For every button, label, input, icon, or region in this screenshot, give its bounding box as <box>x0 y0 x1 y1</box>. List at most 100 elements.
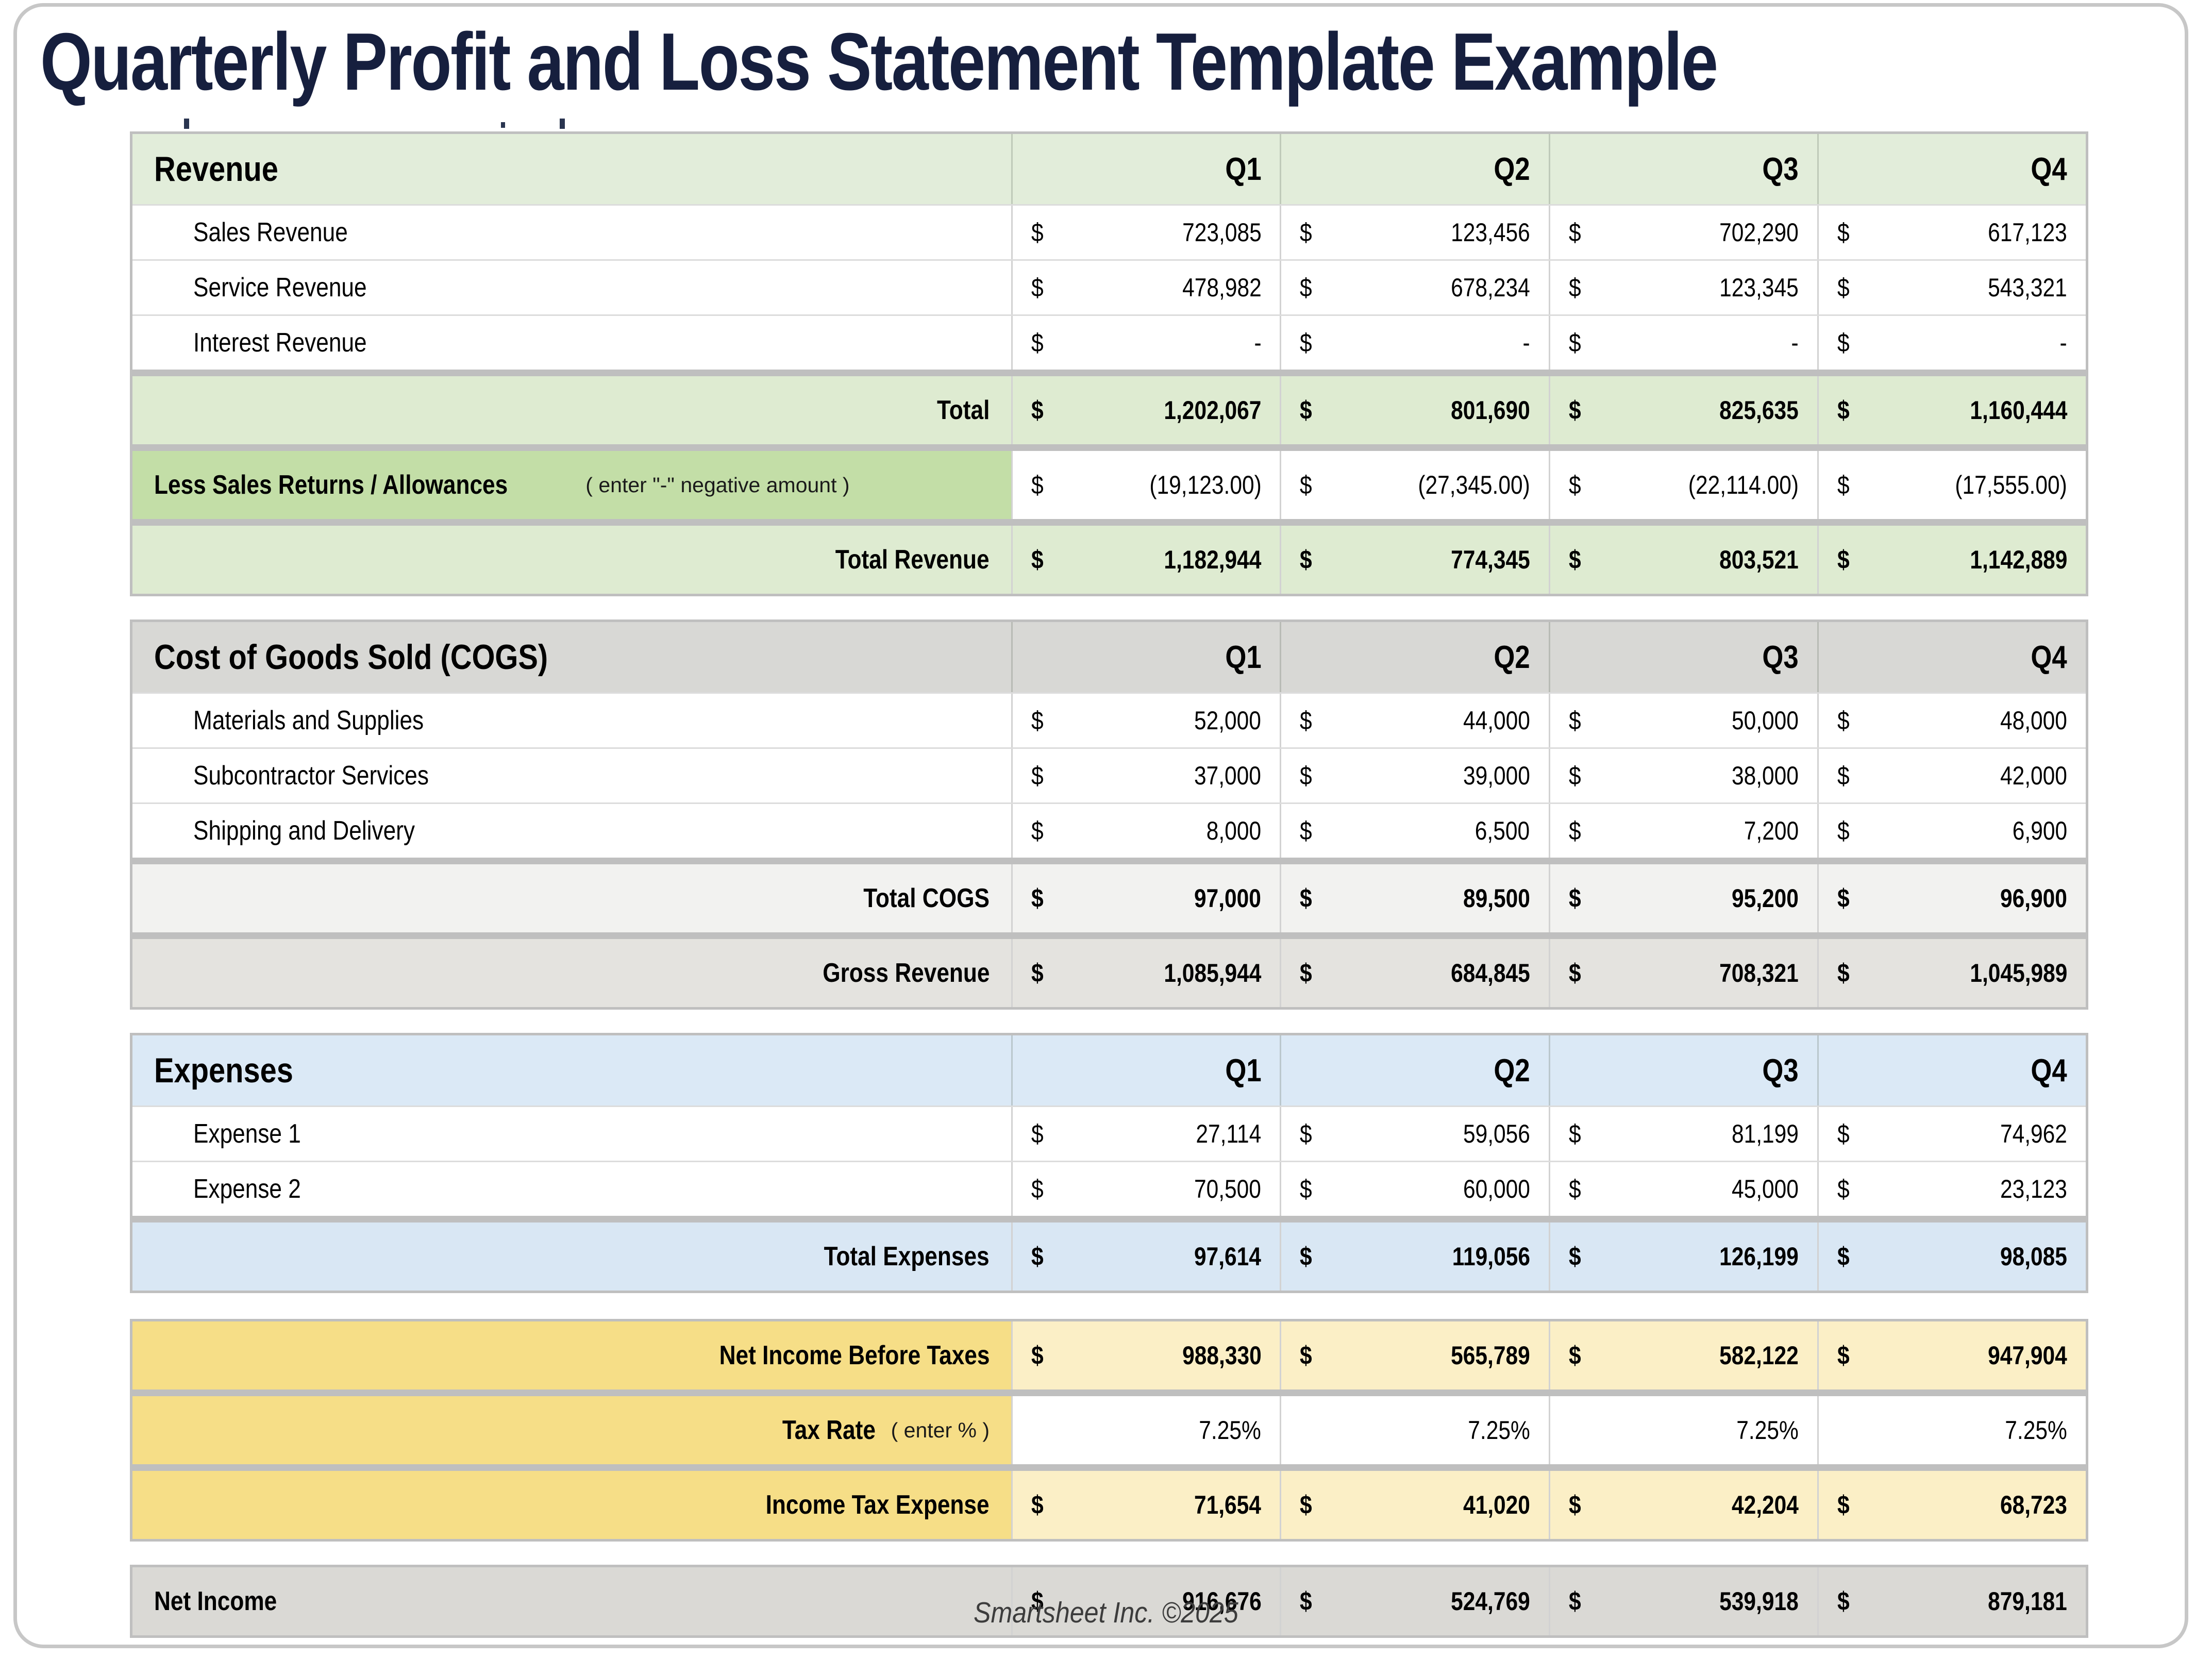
column-header-text: Q2 <box>1494 1052 1530 1088</box>
amount-cell: $6,500 <box>1280 804 1549 858</box>
row-tax-rate: Tax Rate ( enter % ) 7.25% 7.25% 7.25% 7.25% <box>132 1396 2086 1464</box>
currency-symbol: $ <box>1568 706 1581 735</box>
row-label: Net Income <box>154 1586 277 1616</box>
currency-symbol: $ <box>1300 396 1312 425</box>
amount-value: 617,123 <box>1988 218 2067 247</box>
amount-value: 7.25% <box>1467 1416 1530 1445</box>
amount-value: 41,020 <box>1463 1490 1530 1519</box>
amount-value: 803,521 <box>1719 545 1799 574</box>
row-label: Net Income Before Taxes <box>719 1341 990 1370</box>
amount-cell: $543,321 <box>1817 261 2086 314</box>
currency-symbol: $ <box>1300 273 1312 302</box>
currency-symbol: $ <box>1568 761 1581 790</box>
row-label: Expense 1 <box>193 1119 301 1149</box>
row-note: ( enter % ) <box>891 1418 990 1442</box>
amount-cell: $23,123 <box>1817 1162 2086 1216</box>
currency-symbol: $ <box>1031 218 1044 247</box>
amount-value: 1,045,989 <box>1969 959 2067 987</box>
row-label-cell: Expense 2 <box>132 1162 1011 1216</box>
amount-cell: $ (19,123.00) <box>1011 451 1280 519</box>
currency-symbol: $ <box>1837 1119 1850 1148</box>
row-total-cogs: Total COGS $97,000 $89,500 $95,200 $96,900 <box>132 864 2086 932</box>
amount-value: 916,676 <box>1182 1587 1262 1616</box>
row-net-income: Net Income $916,676 $524,769 $539,918 $879,1… <box>132 1567 2086 1635</box>
currency-symbol: $ <box>1031 1490 1044 1519</box>
currency-symbol: $ <box>1837 959 1850 987</box>
thick-row-separator <box>132 519 2086 526</box>
amount-cell: $708,321 <box>1548 939 1817 1007</box>
currency-symbol: $ <box>1568 471 1581 499</box>
amount-value: 97,000 <box>1194 884 1262 913</box>
column-header-text: Q1 <box>1225 1052 1262 1088</box>
amount-value: 38,000 <box>1731 761 1799 790</box>
amount-value: 8,000 <box>1206 816 1262 845</box>
column-header-q3: Q3 <box>1548 622 1817 692</box>
amount-cell: $48,000 <box>1817 694 2086 747</box>
amount-value: 68,723 <box>2000 1490 2067 1519</box>
currency-symbol: $ <box>1568 1341 1581 1370</box>
amount-value: 6,500 <box>1475 816 1530 845</box>
currency-symbol: $ <box>1300 1587 1312 1616</box>
amount-cell: $71,654 <box>1011 1471 1280 1539</box>
currency-symbol: $ <box>1300 816 1312 845</box>
amount-value: 7.25% <box>2005 1416 2067 1445</box>
currency-symbol: $ <box>1568 273 1581 302</box>
amount-cell: $702,290 <box>1548 206 1817 259</box>
amount-value: 1,182,944 <box>1164 545 1262 574</box>
clipped-text-fragment <box>560 119 565 129</box>
currency-symbol: $ <box>1568 396 1581 425</box>
column-header-text: Q4 <box>2031 1052 2067 1088</box>
row-label: Less Sales Returns / Allowances <box>154 470 508 500</box>
amount-value: 39,000 <box>1463 761 1530 790</box>
currency-symbol: $ <box>1568 545 1581 574</box>
row-label-cell: Total <box>132 376 1011 444</box>
amount-cell: $617,123 <box>1817 206 2086 259</box>
amount-value: (19,123.00) <box>1149 471 1262 499</box>
amount-cell: $98,085 <box>1817 1222 2086 1291</box>
amount-cell: $539,918 <box>1548 1567 1817 1635</box>
amount-cell: $879,181 <box>1817 1567 2086 1635</box>
amount-cell: $39,000 <box>1280 749 1549 802</box>
currency-symbol: $ <box>1031 959 1044 987</box>
amount-value: 1,160,444 <box>1969 396 2067 425</box>
row-note: ( enter "-" negative amount ) <box>585 473 850 497</box>
currency-symbol: $ <box>1837 328 1850 357</box>
amount-cell: $81,199 <box>1548 1107 1817 1161</box>
column-header-q1: Q1 <box>1011 622 1280 692</box>
amount-value: 774,345 <box>1450 545 1530 574</box>
section-header-text: Expenses <box>154 1051 293 1090</box>
amount-value: - <box>2059 328 2067 357</box>
row-label: Tax Rate <box>782 1415 876 1445</box>
column-header-text: Q3 <box>1762 1052 1799 1088</box>
amount-cell: 7.25% <box>1280 1396 1549 1464</box>
row-gross-revenue: Gross Revenue $1,085,944 $684,845 $708,321 $… <box>132 939 2086 1007</box>
row-service-revenue: Service Revenue $478,982 $678,234 $123,345 $… <box>132 259 2086 314</box>
currency-symbol: $ <box>1837 396 1850 425</box>
amount-value: 6,900 <box>2012 816 2067 845</box>
currency-symbol: $ <box>1300 218 1312 247</box>
column-header-q2: Q2 <box>1280 622 1548 692</box>
amount-cell: $524,769 <box>1280 1567 1549 1635</box>
thick-row-separator <box>132 370 2086 376</box>
amount-value: 582,122 <box>1719 1341 1799 1370</box>
amount-value: 7,200 <box>1744 816 1799 845</box>
currency-symbol: $ <box>1031 1341 1044 1370</box>
currency-symbol: $ <box>1031 396 1044 425</box>
amount-value: 50,000 <box>1731 706 1799 735</box>
amount-value: 27,114 <box>1196 1119 1262 1148</box>
amount-value: 1,142,889 <box>1969 545 2067 574</box>
amount-cell: $947,904 <box>1817 1321 2086 1389</box>
amount-cell: $478,982 <box>1011 261 1280 314</box>
amount-cell: $723,085 <box>1011 206 1280 259</box>
amount-cell: $97,614 <box>1011 1222 1280 1291</box>
amount-value: 7.25% <box>1736 1416 1799 1445</box>
amount-cell: $684,845 <box>1280 939 1549 1007</box>
currency-symbol: $ <box>1837 471 1850 499</box>
currency-symbol: $ <box>1568 1587 1581 1616</box>
row-label: Total Expenses <box>824 1242 990 1271</box>
row-label-cell: Sales Revenue <box>132 206 1011 259</box>
currency-symbol: $ <box>1031 471 1044 499</box>
row-label: Materials and Supplies <box>193 706 424 735</box>
amount-cell: $582,122 <box>1548 1321 1817 1389</box>
amount-value: 45,000 <box>1731 1175 1799 1203</box>
